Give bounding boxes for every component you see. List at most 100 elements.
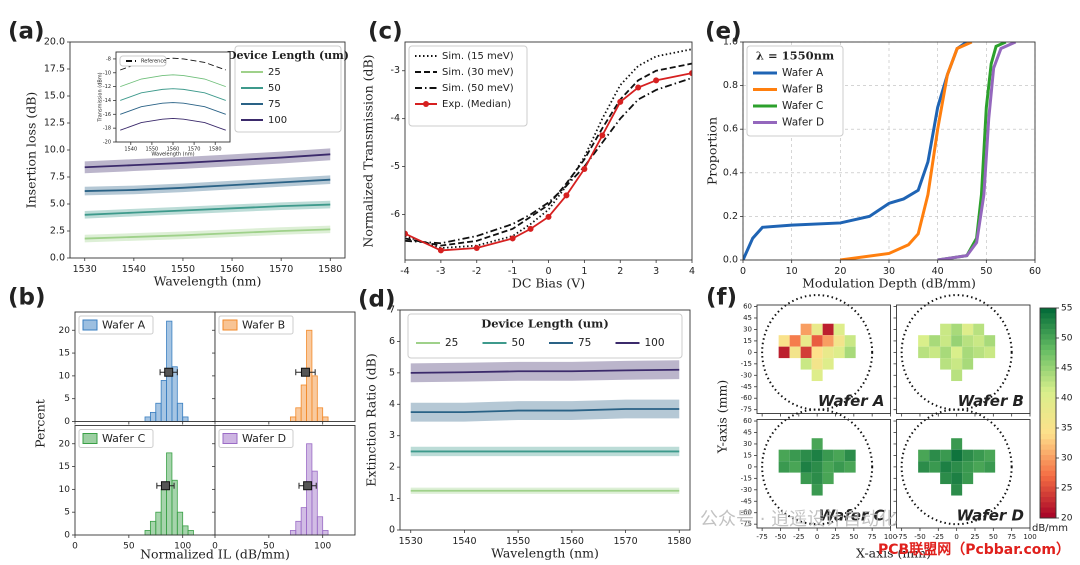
y-tick-label: 4: [389, 399, 395, 410]
point: [545, 213, 552, 220]
heat-cell: [951, 484, 963, 496]
x-tick-label: -4: [400, 266, 409, 277]
heat-cell: [833, 449, 845, 462]
colorbar-slice: [1040, 502, 1056, 508]
legend-swatch: [222, 319, 238, 331]
colorbar-slice: [1040, 470, 1056, 477]
heat-cell: [984, 449, 996, 462]
heat-cell: [951, 335, 963, 347]
x-tick-label: 1560: [167, 147, 180, 153]
colorbar-slice: [1040, 465, 1056, 472]
hist-bar: [316, 516, 324, 536]
y-tick-label: 0: [748, 463, 752, 471]
hist-bar: [155, 511, 162, 536]
x-tick-label: -75: [756, 533, 767, 541]
heat-cell: [822, 449, 834, 462]
y-tick-label: 7: [389, 305, 395, 316]
heat-cell: [778, 449, 790, 462]
y-tick-label: 10: [59, 485, 71, 495]
heat-cell: [951, 438, 963, 450]
y-tick-label: -14: [103, 98, 111, 104]
heat-cell: [822, 358, 834, 370]
hist-bar: [300, 384, 307, 422]
error-bar: [295, 367, 316, 377]
series-line: [120, 118, 226, 131]
heat-cell: [789, 449, 801, 462]
hist-bar: [171, 479, 178, 536]
y-axis-label: Proportion: [705, 117, 720, 185]
colorbar-slice: [1040, 476, 1056, 482]
x-tick-label: -50: [914, 533, 925, 541]
colorbar-slice: [1040, 313, 1056, 319]
mean-marker: [300, 367, 310, 377]
colorbar-slice: [1040, 344, 1056, 351]
heat-cell: [822, 346, 834, 359]
heat-cell: [833, 335, 845, 347]
y-tick-label: -3: [391, 65, 400, 76]
legend-label: 25: [268, 67, 281, 78]
colorbar-slice: [1040, 308, 1056, 314]
series-line: [120, 102, 226, 115]
heat-cell: [844, 461, 856, 473]
colorbar-slice: [1040, 339, 1056, 346]
x-tick-label: 100: [884, 533, 897, 541]
heat-cell: [778, 461, 790, 473]
heat-cell: [918, 449, 930, 462]
legend-box: [119, 55, 167, 67]
x-axis-label: Wavelength (nm): [491, 546, 599, 561]
colorbar-tick-label: 40: [1061, 394, 1073, 404]
y-axis-label: Insertion loss (dB): [24, 92, 39, 209]
colorbar-tick-label: 55: [1061, 304, 1072, 314]
legend-title: Device Length (um): [227, 49, 349, 62]
x-tick-label: 1570: [188, 147, 201, 153]
hist-bar: [155, 402, 162, 422]
x-tick-label: 1: [581, 266, 587, 277]
y-tick-label: 0.2: [723, 211, 738, 222]
heat-cell: [789, 461, 801, 473]
y-axis-label: Y-axis (mm): [715, 380, 730, 454]
y-tick-label: 17.5: [44, 64, 65, 75]
heat-cell: [962, 346, 974, 359]
band: [84, 175, 331, 196]
y-tick-label: -30: [741, 486, 752, 494]
point: [405, 230, 408, 237]
y-tick-label: 10: [59, 371, 71, 381]
hist-bar: [187, 530, 194, 536]
x-tick-label: -2: [472, 266, 481, 277]
colorbar-slice: [1040, 376, 1056, 382]
y-tick-label: -16: [103, 112, 111, 118]
heat-cell: [811, 449, 823, 462]
colorbar-tick-label: 50: [1061, 334, 1073, 344]
colorbar-slice: [1040, 491, 1056, 498]
panel-label: (c): [368, 19, 403, 45]
x-tick-label: 60: [1029, 266, 1041, 277]
heat-cell: [822, 461, 834, 473]
legend-label: 75: [578, 337, 591, 349]
heat-cell: [833, 323, 845, 336]
x-tick-label: 40: [932, 266, 944, 277]
x-tick-label: 1560: [220, 264, 244, 275]
x-tick-label: 1570: [269, 264, 293, 275]
hist-bar: [166, 452, 173, 536]
heat-cell: [811, 461, 823, 473]
x-tick-label: 100: [174, 542, 191, 552]
series-line: [410, 408, 680, 414]
heat-cell: [940, 472, 952, 485]
y-tick-label: -10: [103, 70, 111, 76]
heat-cell: [951, 461, 963, 473]
x-tick-label: -75: [896, 533, 907, 541]
heat-cell: [822, 323, 834, 336]
colorbar-tick-label: 20: [1061, 514, 1073, 524]
mean-marker: [164, 367, 174, 377]
x-tick-label: 0: [72, 542, 78, 552]
legend-label: Wafer A: [782, 67, 824, 79]
y-tick-label: 15: [743, 451, 752, 459]
wafer-outline: [761, 408, 874, 526]
legend-box: [234, 45, 342, 133]
colorbar-slice: [1040, 507, 1056, 514]
heat-cell: [800, 472, 812, 485]
hist-bar: [295, 407, 302, 422]
subplot-frame: [214, 311, 356, 422]
wafer-outline: [900, 294, 1013, 411]
colorbar-slice: [1040, 386, 1056, 393]
